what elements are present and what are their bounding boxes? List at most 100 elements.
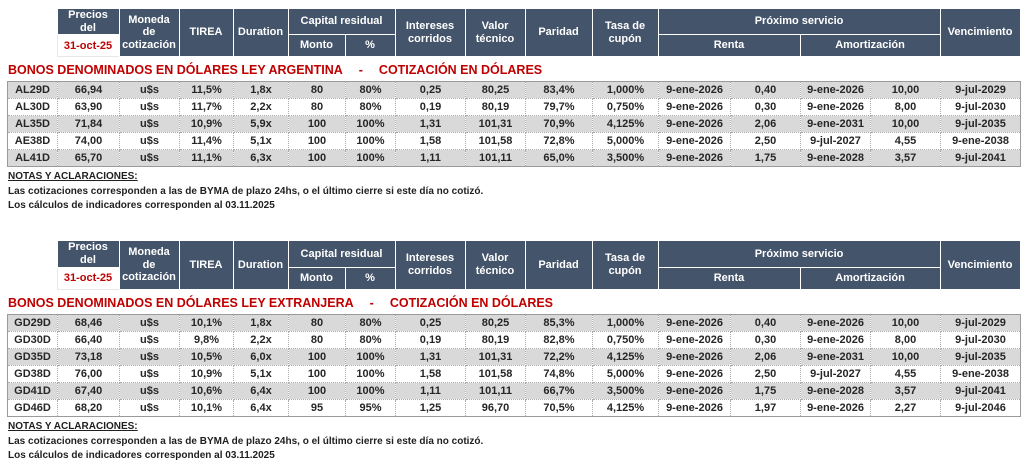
- cell-ticker: AL41D: [7, 149, 58, 168]
- cell-vencimiento: 9-ene-2038: [940, 132, 1021, 151]
- cell-valor-tecnico: 80,25: [465, 81, 526, 100]
- section-title-extranjera: BONOS DENOMINADOS EN DÓLARES LEY EXTRANJ…: [8, 296, 1020, 310]
- cell-intereses-corridos: 0,25: [395, 81, 466, 100]
- cell-paridad: 72,2%: [525, 347, 593, 366]
- cell-capital-monto: 95: [288, 398, 346, 417]
- section-title-argentina: BONOS DENOMINADOS EN DÓLARES LEY ARGENTI…: [8, 63, 1020, 77]
- cell-tasa-cupon: 5,000%: [592, 132, 659, 151]
- table-row: GD35D 73,18 u$s 10,5% 6,0x 100 100% 1,31 101,31 7…: [7, 347, 1021, 366]
- cell-ticker: GD35D: [7, 347, 58, 366]
- cell-moneda: u$s: [119, 330, 180, 349]
- cell-tirea: 10,6%: [179, 381, 234, 400]
- cell-renta-fecha: 9-ene-2026: [658, 347, 731, 366]
- cell-amortizacion-fecha: 9-ene-2026: [800, 81, 871, 100]
- cell-precio: 66,94: [57, 81, 120, 100]
- column-header-tirea: TIREA: [178, 240, 234, 290]
- cell-paridad: 72,8%: [525, 132, 593, 151]
- cell-vencimiento: 9-ene-2038: [940, 364, 1021, 383]
- column-header-duration: Duration: [232, 7, 289, 58]
- cell-ticker: GD46D: [7, 398, 58, 417]
- cell-tirea: 11,7%: [179, 98, 234, 117]
- cell-valor-tecnico: 101,31: [465, 115, 526, 134]
- column-header-proximo-servicio: Próximo servicio: [657, 240, 941, 268]
- column-header-capital-residual: Capital residual: [287, 7, 396, 36]
- cell-capital-monto: 100: [288, 364, 346, 383]
- cell-amortizacion-fecha: 9-ene-2028: [800, 381, 871, 400]
- cell-ticker: GD41D: [7, 381, 58, 400]
- cell-tasa-cupon: 0,750%: [592, 330, 659, 349]
- cell-amortizacion-monto: 10,00: [870, 313, 941, 332]
- cell-amortizacion-monto: 10,00: [870, 81, 941, 100]
- cell-precio: 67,40: [57, 381, 120, 400]
- cell-moneda: u$s: [119, 313, 180, 332]
- column-header-intereses: Intereses corridos: [394, 7, 466, 58]
- cell-duration: 2,2x: [233, 98, 289, 117]
- header-spacer: [7, 9, 57, 35]
- cell-valor-tecnico: 101,11: [465, 381, 526, 400]
- notes-block-extranjera: NOTAS Y ACLARACIONES: Las cotizaciones c…: [8, 421, 1020, 463]
- cell-intereses-corridos: 1,58: [395, 364, 466, 383]
- cell-valor-tecnico: 80,25: [465, 313, 526, 332]
- cell-paridad: 85,3%: [525, 313, 593, 332]
- cell-vencimiento: 9-jul-2035: [940, 347, 1021, 366]
- cell-vencimiento: 9-jul-2041: [940, 149, 1021, 168]
- cell-amortizacion-monto: 2,27: [870, 398, 941, 417]
- column-header-pct: %: [344, 34, 396, 58]
- cell-moneda: u$s: [119, 149, 180, 168]
- cell-renta-fecha: 9-ene-2026: [658, 149, 731, 168]
- cell-valor-tecnico: 96,70: [465, 398, 526, 417]
- column-header-tasa-cupon: Tasa de cupón: [591, 240, 659, 290]
- cell-precio: 68,46: [57, 313, 120, 332]
- cell-intereses-corridos: 1,31: [395, 347, 466, 366]
- cell-intereses-corridos: 0,25: [395, 313, 466, 332]
- column-header-monto: Monto: [287, 266, 346, 290]
- note-line: Los cálculos de indicadores corresponden…: [8, 200, 275, 212]
- cell-ticker: GD38D: [7, 364, 58, 383]
- cell-capital-monto: 100: [288, 132, 346, 151]
- cell-capital-pct: 80%: [345, 313, 396, 332]
- cell-tasa-cupon: 3,500%: [592, 149, 659, 168]
- column-header-tasa-cupon: Tasa de cupón: [591, 7, 659, 58]
- table-row: AL30D 63,90 u$s 11,7% 2,2x 80 80% 0,19 80,19 79,7…: [7, 98, 1021, 117]
- notes-title: NOTAS Y ACLARACIONES:: [8, 171, 138, 183]
- cell-tirea: 11,1%: [179, 149, 234, 168]
- cell-amortizacion-monto: 3,57: [870, 149, 941, 168]
- cell-capital-monto: 100: [288, 149, 346, 168]
- cell-amortizacion-fecha: 9-ene-2031: [800, 347, 871, 366]
- cell-amortizacion-monto: 8,00: [870, 98, 941, 117]
- cell-duration: 1,8x: [233, 81, 289, 100]
- header-spacer: [7, 241, 57, 267]
- cell-tirea: 9,8%: [179, 330, 234, 349]
- column-header-paridad: Paridad: [524, 7, 593, 58]
- bond-table-extranjera: GD29D 68,46 u$s 10,1% 1,8x 80 80% 0,25 80,25 85,3…: [7, 313, 1021, 417]
- cell-intereses-corridos: 1,11: [395, 381, 466, 400]
- cell-capital-monto: 80: [288, 330, 346, 349]
- cell-tasa-cupon: 1,000%: [592, 313, 659, 332]
- cell-amortizacion-fecha: 9-ene-2031: [800, 115, 871, 134]
- note-line: Las cotizaciones corresponden a las de B…: [8, 186, 484, 198]
- cell-valor-tecnico: 101,58: [465, 364, 526, 383]
- cell-vencimiento: 9-jul-2041: [940, 381, 1021, 400]
- cell-amortizacion-fecha: 9-ene-2026: [800, 398, 871, 417]
- cell-duration: 6,3x: [233, 149, 289, 168]
- section-title-left: BONOS DENOMINADOS EN DÓLARES LEY EXTRANJ…: [8, 295, 354, 310]
- cell-tasa-cupon: 4,125%: [592, 398, 659, 417]
- cell-ticker: AL30D: [7, 98, 58, 117]
- cell-tirea: 10,5%: [179, 347, 234, 366]
- table-row: GD41D 67,40 u$s 10,6% 6,4x 100 100% 1,11 101,11 6…: [7, 381, 1021, 400]
- cell-renta-monto: 2,06: [730, 115, 801, 134]
- cell-tirea: 10,1%: [179, 398, 234, 417]
- cell-precio: 76,00: [57, 364, 120, 383]
- table-row: AE38D 74,00 u$s 11,4% 5,1x 100 100% 1,58 101,58 7…: [7, 132, 1021, 151]
- cell-tasa-cupon: 4,125%: [592, 115, 659, 134]
- cell-ticker: AL35D: [7, 115, 58, 134]
- cell-paridad: 70,9%: [525, 115, 593, 134]
- column-header-tirea: TIREA: [178, 7, 234, 58]
- cell-capital-pct: 80%: [345, 81, 396, 100]
- cell-renta-monto: 1,75: [730, 381, 801, 400]
- cell-valor-tecnico: 80,19: [465, 330, 526, 349]
- cell-tirea: 10,9%: [179, 115, 234, 134]
- section-ley-argentina: Precios del Moneda de cotización TIREA D…: [7, 7, 1021, 213]
- cell-renta-fecha: 9-ene-2026: [658, 115, 731, 134]
